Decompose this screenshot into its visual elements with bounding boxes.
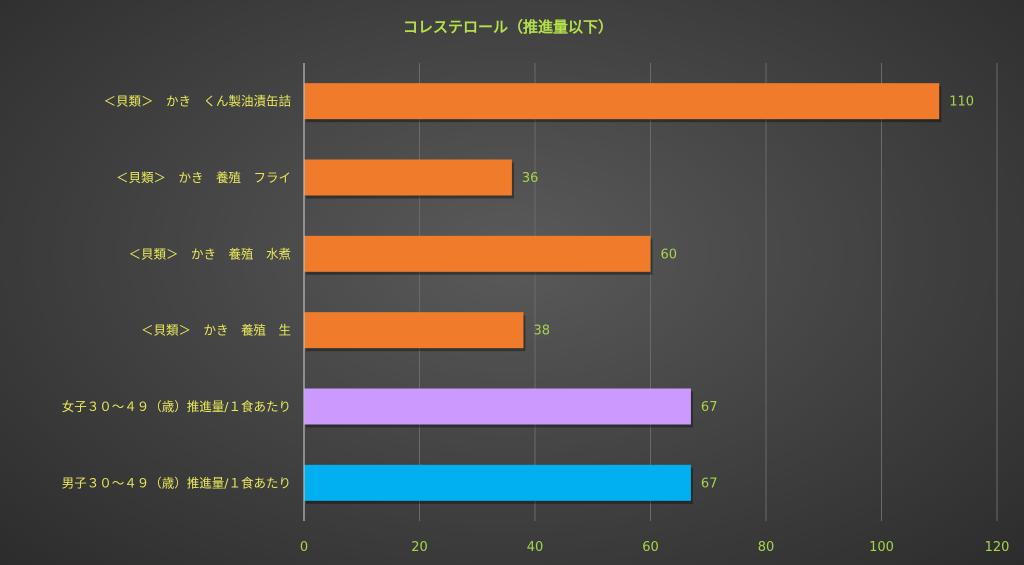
category-label: 男子３０～４９（歳）推進量/１食あたり bbox=[62, 475, 291, 490]
category-labels: ＜貝類＞ かき くん製油漬缶詰 ＜貝類＞ かき 養殖 フライ ＜貝類＞ かき 養殖 … bbox=[62, 94, 291, 491]
data-label: 38 bbox=[533, 324, 550, 339]
category-label: ＜貝類＞ かき 養殖 フライ bbox=[116, 170, 291, 185]
x-tick-label: 40 bbox=[527, 540, 544, 555]
bar bbox=[304, 83, 940, 120]
bar bbox=[304, 464, 691, 501]
category-label: ＜貝類＞ かき 養殖 生 bbox=[141, 323, 291, 338]
gridlines bbox=[419, 63, 998, 521]
bar bbox=[304, 388, 691, 425]
data-label: 60 bbox=[661, 247, 678, 262]
x-tick-label: 20 bbox=[411, 540, 428, 555]
bar bbox=[304, 312, 524, 349]
x-tick-label: 80 bbox=[758, 540, 775, 555]
data-label: 110 bbox=[949, 95, 974, 110]
bar bbox=[304, 159, 512, 196]
category-label: 女子３０～４９（歳）推進量/１食あたり bbox=[62, 399, 291, 414]
x-tick-label: 0 bbox=[300, 540, 308, 555]
x-tick-label: 120 bbox=[985, 540, 1010, 555]
data-label: 67 bbox=[701, 476, 718, 491]
bar bbox=[304, 235, 651, 272]
x-tick-label: 100 bbox=[869, 540, 894, 555]
data-labels: 110 36 60 38 67 67 bbox=[522, 95, 974, 492]
data-label: 36 bbox=[522, 171, 539, 186]
x-axis-tick-labels: 0 20 40 60 80 100 120 bbox=[300, 540, 1010, 555]
category-label: ＜貝類＞ かき 養殖 水煮 bbox=[128, 246, 291, 261]
category-label: ＜貝類＞ かき くん製油漬缶詰 bbox=[103, 94, 291, 109]
bars bbox=[304, 83, 942, 504]
chart-title: コレステロール（推進量以下） bbox=[403, 18, 613, 36]
x-tick-label: 60 bbox=[642, 540, 659, 555]
data-label: 67 bbox=[701, 400, 718, 415]
